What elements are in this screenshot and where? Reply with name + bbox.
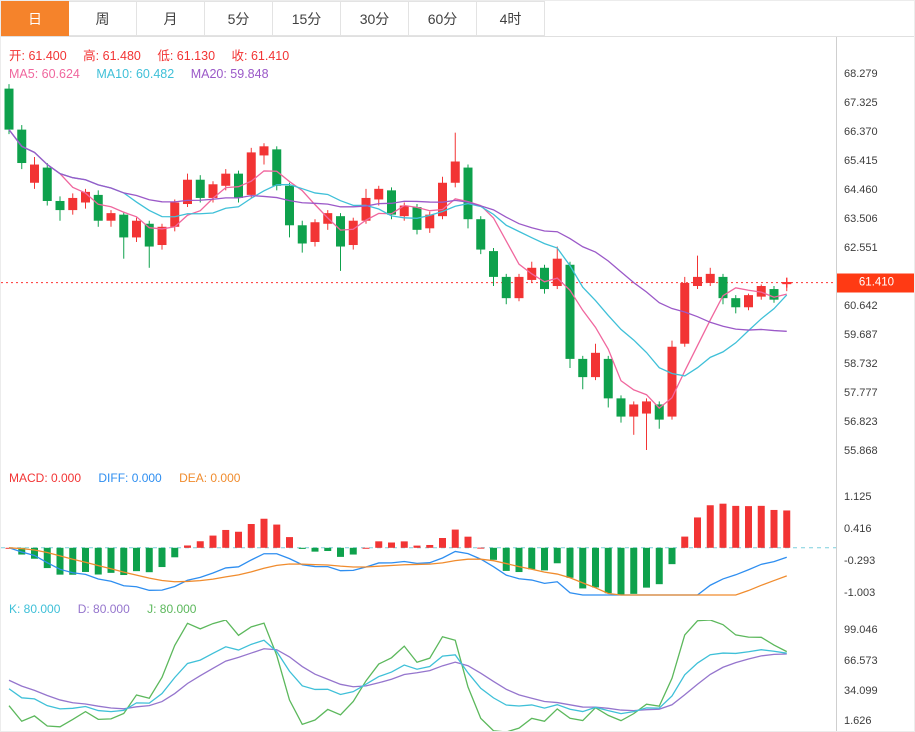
dea-value: DEA: 0.000 — [179, 471, 241, 485]
tab-monthly[interactable]: 月 — [137, 1, 205, 36]
macd-svg[interactable] — [1, 489, 836, 598]
tab-5min[interactable]: 5分 — [205, 1, 273, 36]
d-line — [8, 648, 787, 712]
k-value: K: 80.000 — [9, 602, 61, 616]
axis-label: 0.416 — [844, 523, 872, 536]
ma20-line — [8, 129, 787, 332]
axis-label: 60.642 — [844, 299, 878, 312]
kdj-svg[interactable] — [1, 620, 836, 732]
candles — [4, 84, 792, 450]
axis-label: 67.325 — [844, 97, 878, 110]
axis-label: -0.293 — [844, 554, 876, 567]
kdj-axis: 99.046 66.573 34.099 1.626 — [837, 620, 914, 731]
axis-label: 55.868 — [844, 444, 878, 457]
macd-value: MACD: 0.000 — [9, 471, 82, 485]
main-price-chart[interactable]: 开: 61.400 高: 61.480 低: 61.130 收: 61.410 … — [1, 37, 836, 468]
j-value: J: 80.000 — [147, 602, 197, 616]
current-price-tag: 61.410 — [837, 273, 914, 293]
axis-label: 99.046 — [844, 624, 878, 637]
dea-line — [8, 547, 787, 596]
axis-label: 66.573 — [844, 654, 878, 667]
last-price-marker — [781, 277, 792, 288]
axis-label: 58.732 — [844, 357, 878, 370]
axis-label: 34.099 — [844, 684, 878, 697]
axis-label: 66.370 — [844, 126, 878, 139]
axis-label: 56.823 — [844, 415, 878, 428]
tab-15min[interactable]: 15分 — [273, 1, 341, 36]
axis-label: 1.626 — [844, 715, 872, 728]
axis-label: 65.415 — [844, 155, 878, 168]
j-line — [8, 620, 788, 731]
macd-readout: MACD: 0.000 DIFF: 0.000 DEA: 0.000 — [1, 467, 836, 489]
tab-4hour[interactable]: 4时 — [477, 1, 545, 36]
axis-label: 64.460 — [844, 184, 878, 197]
axis-label: 1.125 — [844, 491, 872, 504]
main-price-axis: 68.279 67.325 66.370 65.415 64.460 63.506 62.5… — [837, 37, 914, 467]
diff-value: DIFF: 0.000 — [98, 471, 162, 485]
ma10-line — [8, 129, 788, 377]
tab-60min[interactable]: 60分 — [409, 1, 477, 36]
ma5-line — [8, 129, 787, 409]
tab-daily[interactable]: 日 — [1, 1, 69, 36]
axis-label: -1.003 — [844, 586, 876, 599]
axis-label: 68.279 — [844, 68, 878, 81]
axis-label: 63.506 — [844, 213, 878, 226]
k-line — [8, 639, 787, 715]
axis-label: 59.687 — [844, 328, 878, 341]
price-svg[interactable] — [1, 37, 836, 467]
macd-histogram — [5, 503, 791, 595]
macd-chart[interactable] — [1, 489, 836, 599]
macd-axis: 1.125 0.416 -0.293 -1.003 — [837, 489, 914, 599]
kdj-chart[interactable] — [1, 620, 836, 732]
axis-label: 62.551 — [844, 242, 878, 255]
timeframe-tabbar: 日 周 月 5分 15分 30分 60分 4时 — [1, 1, 914, 37]
tab-30min[interactable]: 30分 — [341, 1, 409, 36]
kdj-readout: K: 80.000 D: 80.000 J: 80.000 — [1, 598, 836, 620]
d-value: D: 80.000 — [77, 602, 130, 616]
tab-weekly[interactable]: 周 — [69, 1, 137, 36]
axis-label: 57.777 — [844, 386, 878, 399]
axis-separator — [836, 37, 837, 731]
